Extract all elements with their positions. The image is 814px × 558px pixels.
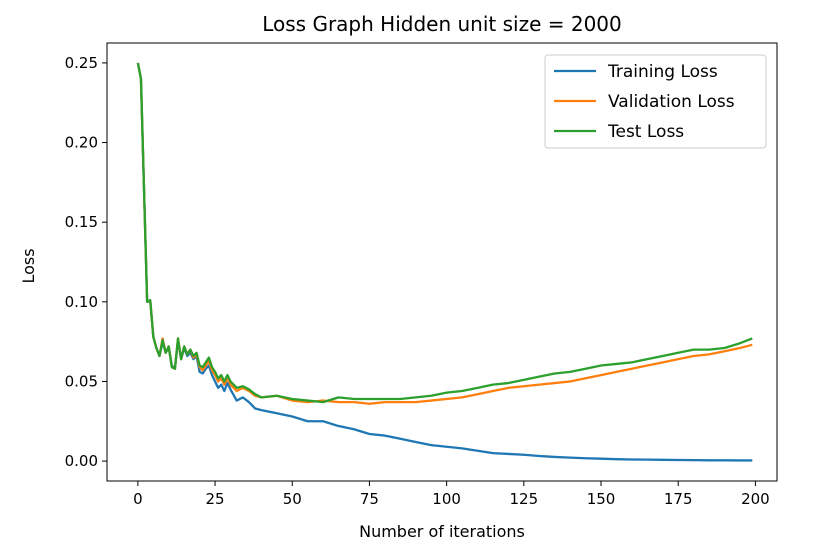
x-tick-label: 125 [509,490,538,508]
x-tick-label: 75 [360,490,379,508]
y-tick-label: 0.25 [65,54,98,72]
legend-label: Validation Loss [608,92,735,112]
legend-label: Training Loss [607,62,718,82]
legend-label: Test Loss [607,122,684,142]
legend: Training Loss Validation Loss Test Loss [544,54,767,149]
chart-title: Loss Graph Hidden unit size = 2000 [262,12,622,36]
y-tick-label: 0.05 [65,372,98,390]
x-tick-label: 175 [664,490,693,508]
y-tick-label: 0.20 [65,134,98,152]
series-line-test-loss [136,62,753,404]
x-tick-label: 200 [741,490,770,508]
axes-frame [106,42,778,482]
legend-box [544,54,767,149]
y-axis-label: Loss [19,248,38,283]
x-tick-label: 50 [283,490,302,508]
x-tick-label: 100 [432,490,461,508]
x-axis-label: Number of iterations [359,522,525,541]
y-tick-label: 0.15 [65,213,98,231]
x-tick-label: 25 [206,490,225,508]
y-tick-label: 0.00 [65,452,98,470]
x-tick-label: 0 [133,490,143,508]
y-tick-label: 0.10 [65,293,98,311]
x-tick-label: 150 [587,490,616,508]
